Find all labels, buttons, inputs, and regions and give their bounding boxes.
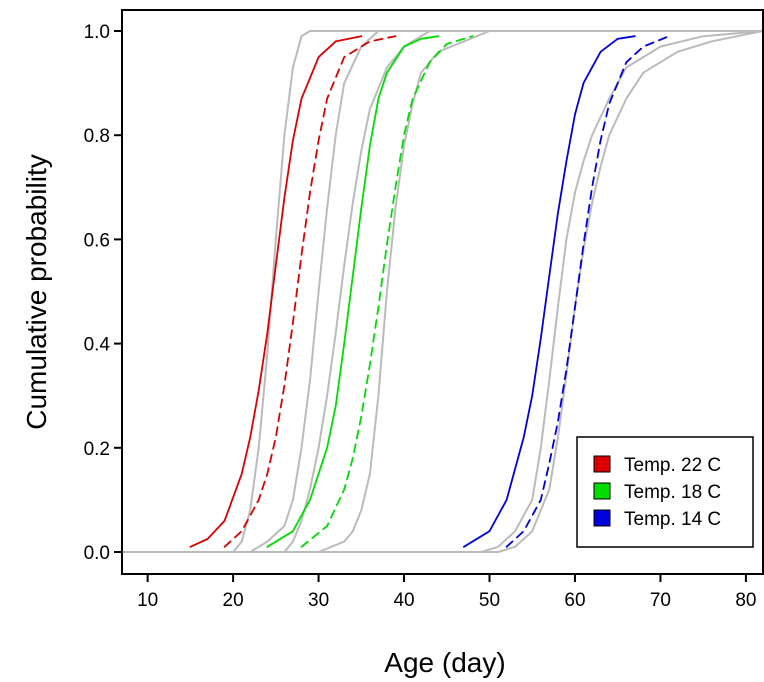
- legend-swatch-temp-22c: [593, 455, 611, 473]
- series-line-temp-14c-solid: [462, 35, 636, 548]
- x-axis: 10 20 30 40 50 60 70 80: [137, 574, 756, 611]
- legend: Temp. 22 C Temp. 18 C Temp. 14 C: [576, 436, 754, 548]
- legend-swatch-temp-14c: [593, 509, 611, 527]
- y-tick-label: 0.2: [84, 439, 110, 460]
- series-line-observed-11: [121, 30, 764, 553]
- series-line-temp-22c-dashed: [223, 35, 397, 548]
- x-axis-title: Age (day): [384, 647, 505, 678]
- x-tick-label: 20: [223, 590, 244, 611]
- y-tick-label: 1.0: [84, 22, 110, 43]
- y-tick-label: 0.6: [84, 230, 110, 251]
- series-line-temp-18c-dashed: [300, 35, 474, 548]
- y-tick-label: 0.4: [84, 335, 111, 356]
- series-line-temp-14c-dashed: [505, 35, 670, 548]
- y-tick-label: 0.8: [84, 126, 110, 147]
- x-tick-label: 50: [479, 590, 500, 611]
- x-tick-label: 40: [393, 590, 414, 611]
- series-line-temp-22c-solid: [189, 35, 363, 548]
- series-line-observed-10: [121, 30, 764, 553]
- y-axis: 0.0 0.2 0.4 0.6 0.8 1.0: [84, 22, 122, 564]
- series-line-observed-9: [121, 30, 764, 553]
- legend-label-temp-22c: Temp. 22 C: [624, 455, 721, 476]
- axes-layer: 10 20 30 40 50 60 70 80 0.0 0.2 0.4 0.6 0.8 1.0: [84, 9, 764, 611]
- series-line-temp-18c-solid: [266, 35, 440, 548]
- series-line-observed-7: [121, 30, 764, 553]
- x-tick-label: 30: [308, 590, 329, 611]
- legend-swatch-temp-18c: [593, 482, 611, 500]
- x-tick-label: 80: [735, 590, 756, 611]
- x-tick-label: 60: [564, 590, 585, 611]
- legend-label-temp-14c: Temp. 14 C: [624, 509, 721, 530]
- x-tick-label: 10: [137, 590, 158, 611]
- series-line-observed-6: [121, 30, 764, 553]
- y-axis-title: Cumulative probability: [21, 154, 52, 429]
- x-tick-label: 70: [650, 590, 671, 611]
- plot-frame: [121, 9, 764, 575]
- series-line-observed-8: [121, 30, 764, 553]
- series-layer: [121, 30, 764, 553]
- y-tick-label: 0.0: [84, 543, 110, 564]
- legend-label-temp-18c: Temp. 18 C: [624, 482, 721, 503]
